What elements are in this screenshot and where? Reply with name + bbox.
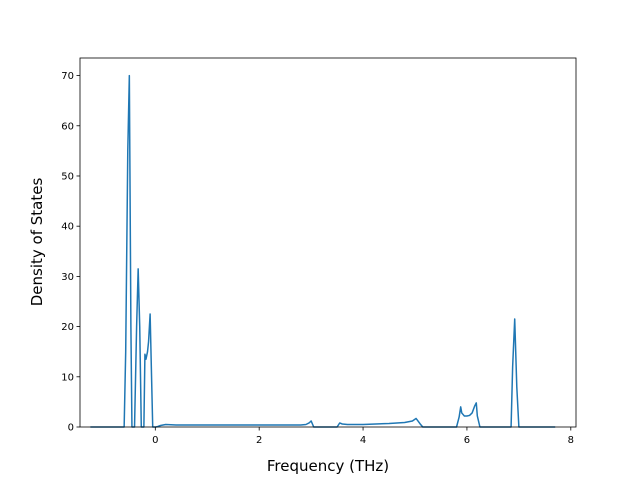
plot-area <box>90 74 556 428</box>
x-axis-ticks: 0 2 4 6 8 <box>152 427 574 446</box>
y-tick-label: 0 <box>68 423 74 434</box>
y-tick-label: 20 <box>61 322 74 333</box>
x-tick-label: 2 <box>256 435 262 446</box>
axes-frame <box>79 57 577 428</box>
y-tick-label: 40 <box>61 222 74 233</box>
y-tick-label: 60 <box>61 121 74 132</box>
y-axis-ticks: 0 10 20 30 40 50 60 70 <box>61 71 80 434</box>
y-tick-label: 50 <box>61 171 74 182</box>
x-axis-label: Frequency (THz) <box>267 457 389 475</box>
y-tick-label: 10 <box>61 372 74 383</box>
x-tick-label: 4 <box>360 435 366 446</box>
y-tick-label: 30 <box>61 272 74 283</box>
x-tick-label: 6 <box>464 435 470 446</box>
x-tick-label: 8 <box>568 435 574 446</box>
series-line-0 <box>90 74 556 428</box>
y-axis-label: Density of States <box>28 178 46 307</box>
x-tick-label: 0 <box>152 435 158 446</box>
y-tick-label: 70 <box>61 71 74 82</box>
